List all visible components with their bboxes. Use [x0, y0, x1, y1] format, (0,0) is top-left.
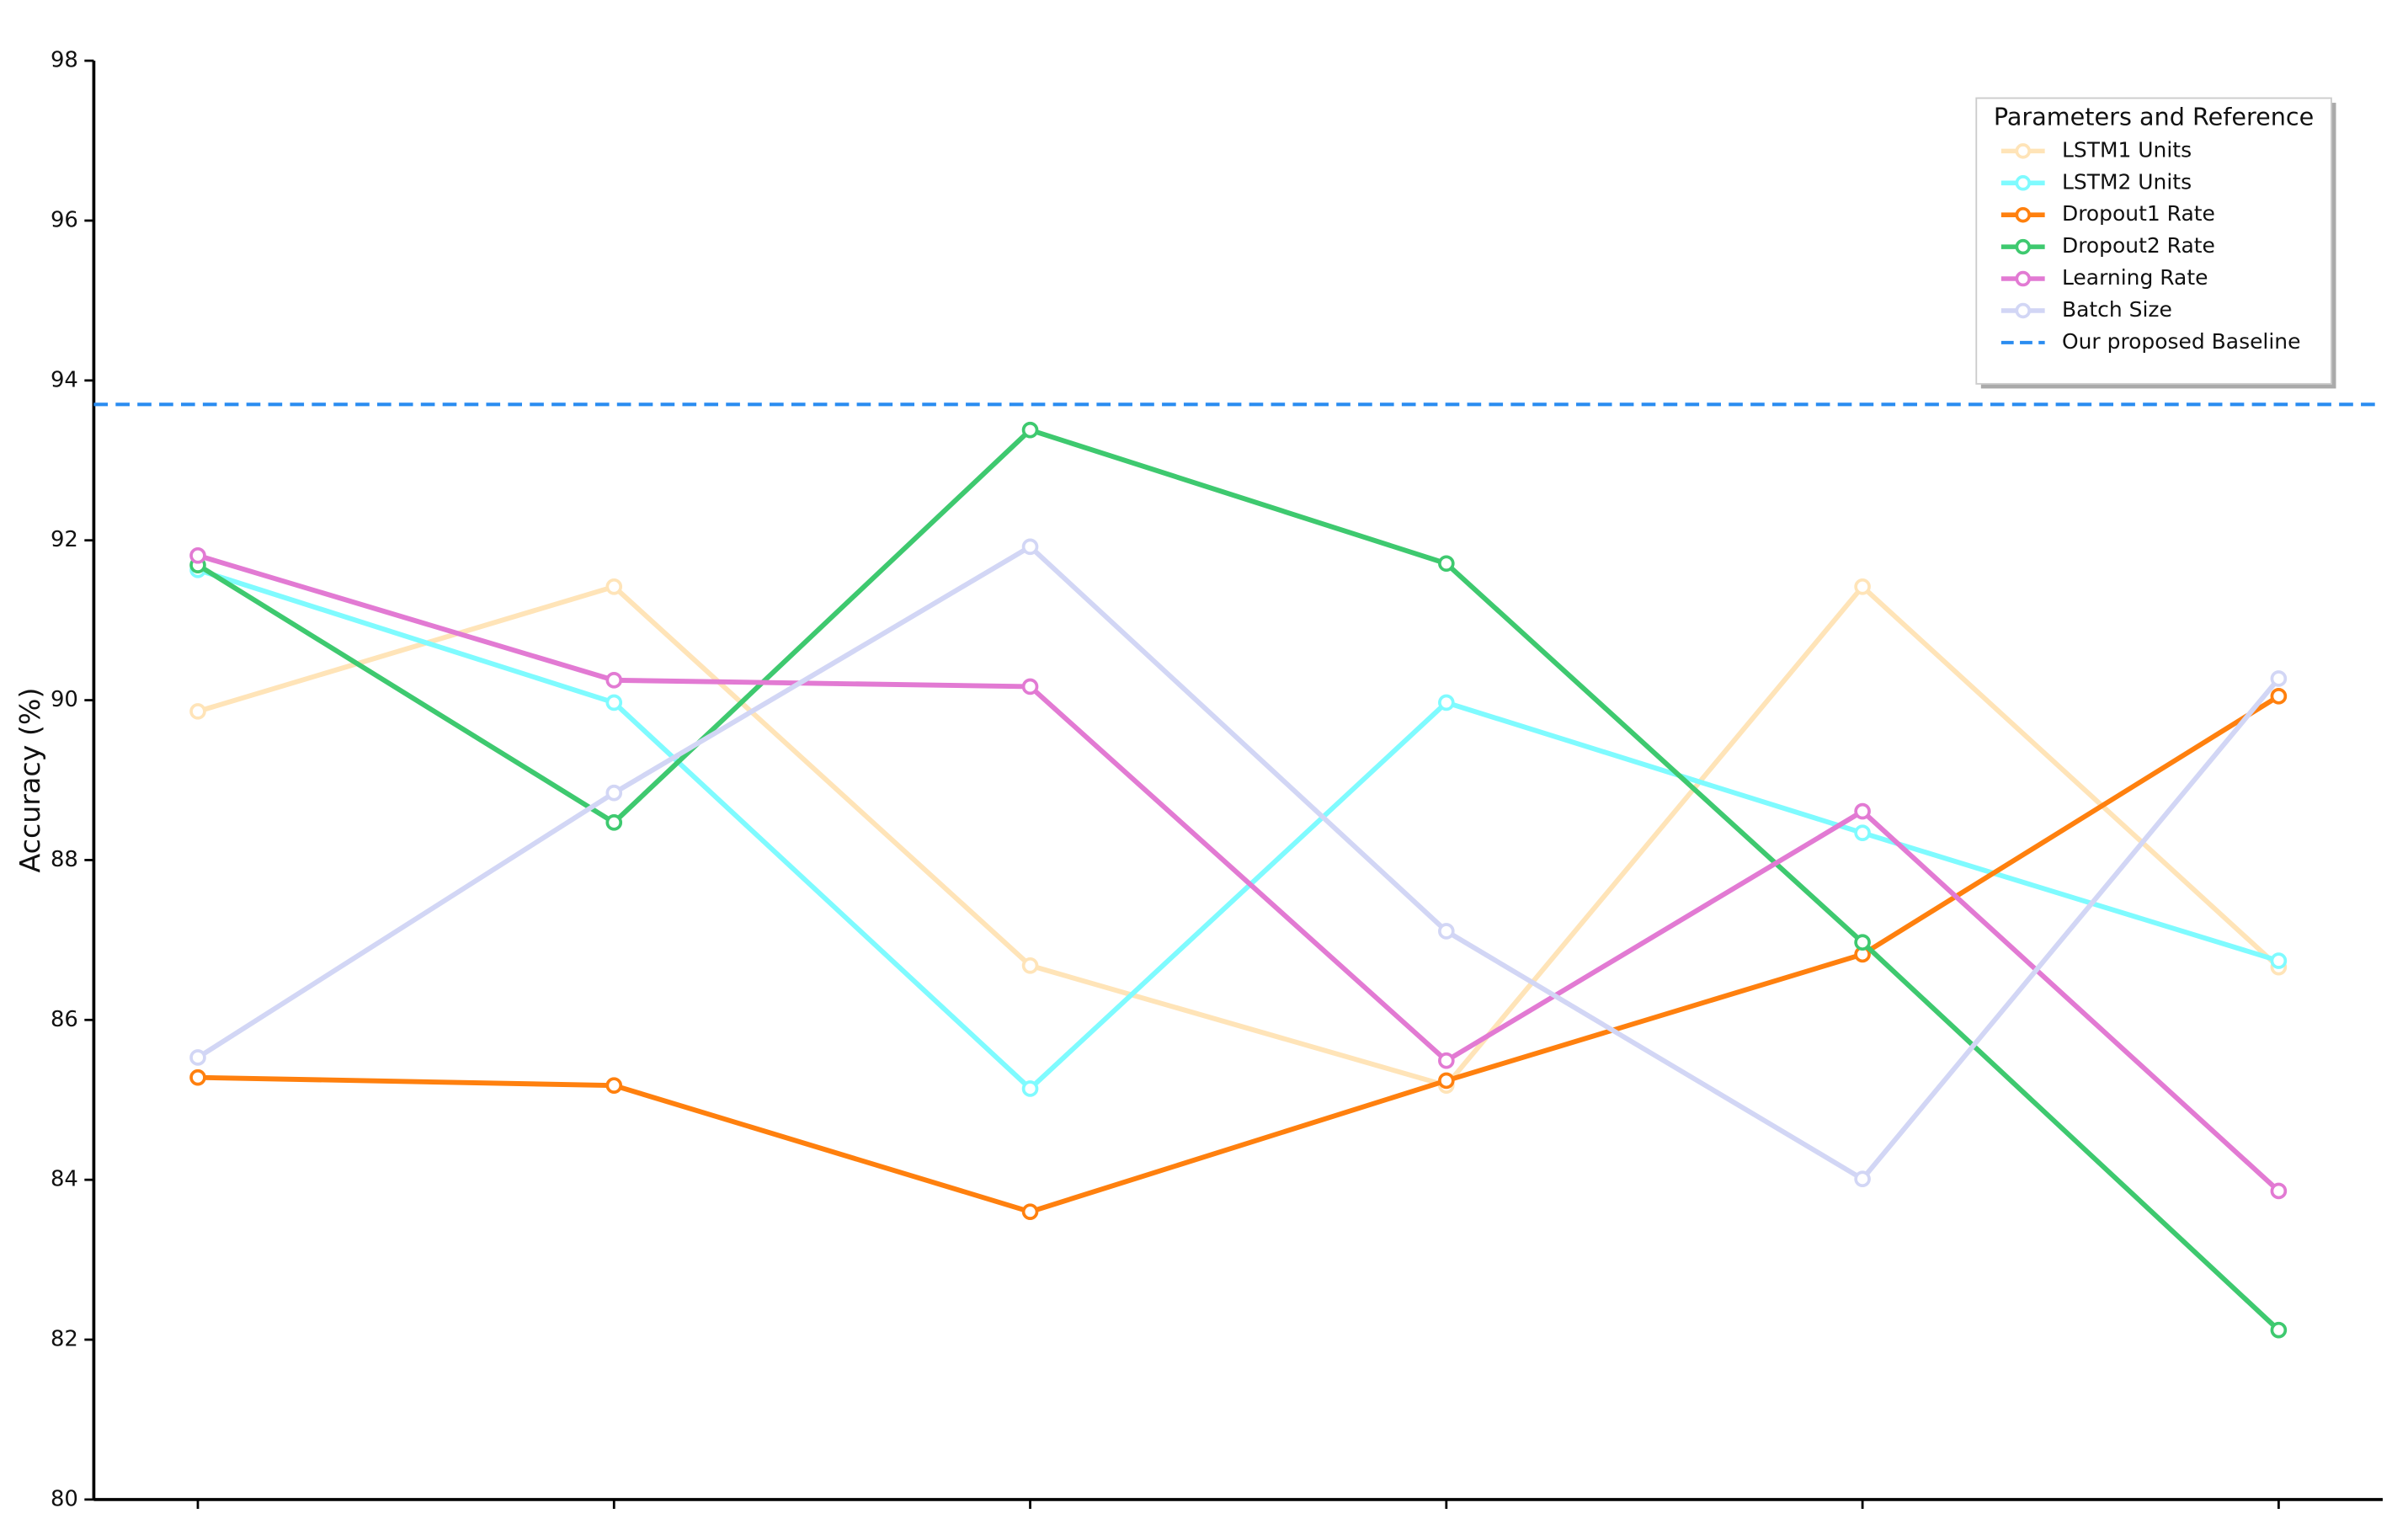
data-point: [1438, 694, 1455, 711]
data-point: [1854, 824, 1871, 841]
series-line: [196, 427, 2281, 1332]
data-point: [1438, 923, 1455, 940]
legend-marker: [2015, 143, 2032, 159]
legend-marker: [2015, 175, 2032, 191]
data-point: [1021, 538, 1039, 556]
series-line: [197, 694, 2280, 1215]
legend-box: [1975, 97, 2332, 385]
legend-marker: [2015, 302, 2032, 319]
y-tick-label: 94: [51, 367, 78, 392]
legend-label: LSTM2 Units: [2062, 169, 2192, 194]
data-point: [1021, 421, 1039, 439]
data-point: [189, 703, 206, 720]
data-point: [2270, 1321, 2288, 1339]
y-tick-label: 80: [51, 1486, 78, 1511]
data-point: [189, 1049, 206, 1066]
data-point: [605, 814, 623, 831]
legend-marker: [2015, 270, 2032, 287]
data-point: [2270, 1182, 2288, 1200]
legend-marker: [2015, 206, 2032, 223]
y-tick-label: 84: [51, 1167, 78, 1192]
data-point: [1021, 957, 1039, 974]
data-point: [605, 578, 623, 595]
legend-label: Dropout1 Rate: [2062, 201, 2215, 226]
legend: Parameters and Reference LSTM1 Units LSTM2…: [1975, 97, 2336, 389]
data-point: [605, 1077, 623, 1094]
legend-label: Learning Rate: [2062, 265, 2208, 290]
legend-label: LSTM1 Units: [2062, 137, 2192, 162]
data-point: [189, 1068, 206, 1086]
data-point: [605, 694, 623, 711]
data-point: [1438, 1052, 1455, 1069]
data-point: [1438, 1072, 1455, 1090]
data-point: [1854, 934, 1871, 951]
y-axis-label: Accuracy (%): [13, 688, 46, 873]
data-point: [189, 546, 206, 564]
y-tick-label: 98: [51, 48, 78, 73]
y-tick-label: 86: [51, 1007, 78, 1032]
data-point: [1854, 802, 1871, 820]
series-line: [196, 544, 2281, 1182]
series-line: [197, 552, 2281, 1193]
data-point: [2270, 688, 2288, 705]
data-point: [605, 672, 623, 689]
legend-label: Our proposed Baseline: [2062, 329, 2301, 354]
data-point: [1021, 1080, 1039, 1097]
data-point: [1854, 578, 1871, 595]
data-point: [2270, 952, 2288, 969]
series-line: [197, 568, 2280, 1091]
legend-label: Dropout2 Rate: [2062, 233, 2215, 258]
y-tick-label: 90: [51, 687, 78, 712]
y-tick-label: 82: [51, 1327, 78, 1352]
legend-marker: [2015, 238, 2032, 255]
data-point: [1438, 555, 1455, 573]
legend-label: Batch Size: [2062, 297, 2172, 322]
data-point: [1021, 678, 1039, 695]
y-tick-label: 96: [51, 207, 78, 232]
data-point: [1854, 1170, 1871, 1188]
data-point: [605, 784, 623, 802]
series-line: [197, 583, 2281, 1089]
legend-title: Parameters and Reference: [1994, 103, 2314, 131]
data-point: [2270, 670, 2288, 687]
y-tick-label: 92: [51, 527, 78, 552]
data-point: [1021, 1203, 1039, 1220]
y-tick-label: 88: [51, 847, 78, 872]
